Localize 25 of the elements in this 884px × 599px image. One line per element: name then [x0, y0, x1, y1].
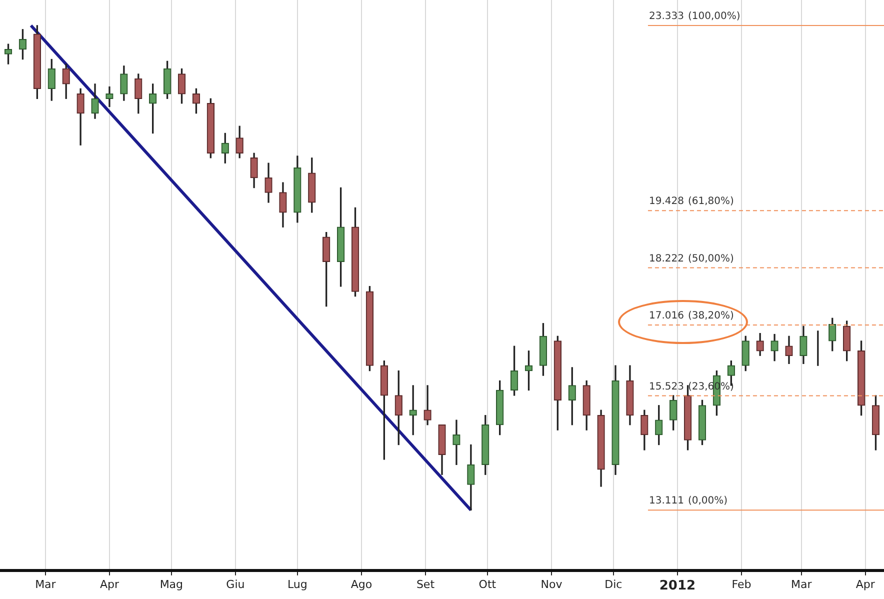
- y-tick-label: 18.222: [648, 253, 684, 264]
- y-tick-label: 15.523: [648, 381, 684, 392]
- x-tick-label: Set: [416, 578, 436, 591]
- x-tick-label: Apr: [100, 578, 120, 591]
- y-tick-label: 19.428: [648, 196, 684, 208]
- annotation: (38,20%): [688, 310, 734, 322]
- x-tick-label: Lug: [287, 578, 308, 591]
- annotation: (100,00%): [688, 11, 740, 22]
- x-tick-label: Ago: [350, 578, 372, 591]
- annotation: (61,80%): [688, 196, 734, 208]
- x-tick-label: Apr: [856, 578, 876, 591]
- y-tick-label: 13.111: [648, 496, 684, 507]
- annotation: (50,00%): [688, 253, 734, 264]
- x-tick-label: Mag: [160, 578, 184, 591]
- annotation: (0,00%): [688, 496, 728, 507]
- x-tick-label: Dic: [604, 578, 622, 591]
- x-tick-label: Nov: [540, 578, 563, 591]
- y-tick-label: 17.016: [648, 310, 684, 322]
- x-tick-label: Mar: [791, 578, 812, 591]
- y-tick-label: 23.333: [648, 11, 684, 22]
- x-tick-label: Mar: [35, 578, 56, 591]
- x-tick-label: Feb: [732, 578, 752, 591]
- x-tick-label: 2012: [659, 578, 696, 594]
- x-tick-label: Giu: [226, 578, 245, 591]
- x-tick-label: Ott: [478, 578, 497, 591]
